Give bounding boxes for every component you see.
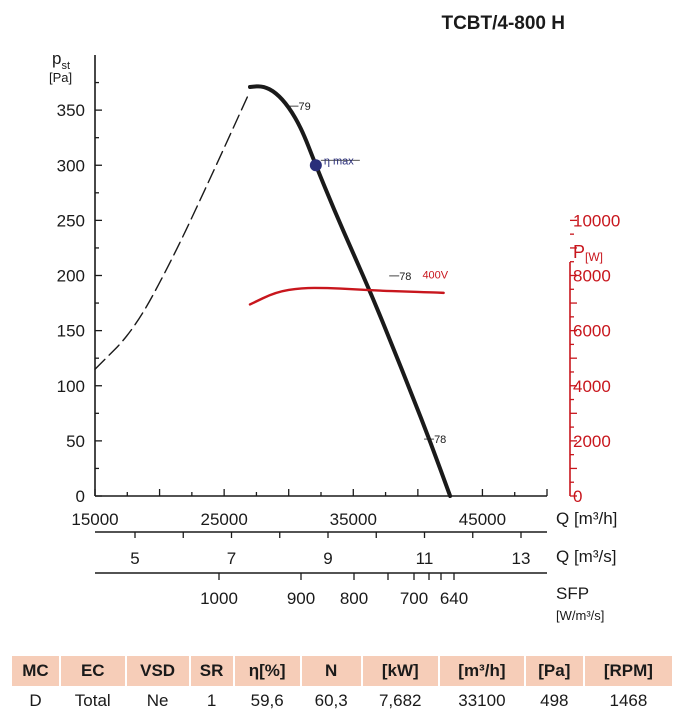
- left-axis-unit: [Pa]: [49, 70, 72, 85]
- x-axis-m3s-ticks: 5 7 9 11 13: [130, 532, 530, 568]
- x-axis-sfp-tick-label: 700: [400, 589, 428, 608]
- left-axis-label: p: [52, 49, 61, 68]
- right-axis-tick-label: 10000: [573, 211, 620, 230]
- spec-table-cell: 60,3: [314, 691, 348, 710]
- spec-table-header: η[%]: [234, 656, 300, 686]
- left-axis-ticks: 0 50 100 150 200 250 300 350: [57, 81, 102, 506]
- spec-table-header: [kW]: [362, 656, 438, 686]
- pressure-curve: [247, 84, 453, 498]
- x-axis-sfp-label: SFP: [556, 584, 589, 603]
- spec-table-header: N: [301, 656, 361, 686]
- left-axis-tick-label: 150: [57, 322, 85, 341]
- x-axis-sfp-tick-label: 900: [287, 589, 315, 608]
- spec-table-container: MC EC VSD SR η[%] N [kW] [m³/h] [Pa] [RPM] D Total…: [10, 656, 674, 716]
- left-axis-tick-label: 100: [57, 377, 85, 396]
- left-axis-tick-label: 250: [57, 211, 85, 230]
- spec-table-cell: 59,6: [250, 691, 284, 710]
- spec-table-value-row: D Total Ne 1 59,6 60,3 7,682 33100 498 1468: [12, 686, 672, 716]
- spec-table-cell: 1: [206, 691, 217, 710]
- spec-table-header: MC: [12, 656, 59, 686]
- spec-table-cell: D: [29, 691, 42, 710]
- eta-max-marker: [309, 159, 322, 172]
- spec-table-header: EC: [60, 656, 125, 686]
- spec-table-cell: Ne: [146, 691, 169, 710]
- x-axis-m3s-tick-label: 11: [416, 549, 434, 568]
- x-axis-m3s-tick-label: 13: [512, 549, 531, 568]
- x-axis-m3s-tick-label: 9: [323, 549, 332, 568]
- fan-performance-chart: TCBT/4-800 H pst [Pa] P[W] 0501001502002…: [49, 13, 620, 623]
- power-curve-label: 400V: [422, 269, 448, 281]
- x-axis-m3h-tick-label: 15000: [71, 510, 118, 529]
- efficiency-label: 78: [399, 271, 411, 283]
- x-axis-m3s-label: Q [m³/s]: [556, 547, 616, 566]
- x-axis-m3s-tick-label: 7: [227, 549, 236, 568]
- right-axis-tick-label: 4000: [573, 377, 611, 396]
- spec-table-header: [m³/h]: [439, 656, 524, 686]
- spec-table-header: [Pa]: [525, 656, 583, 686]
- x-axis-m3s-tick-label: 5: [130, 549, 139, 568]
- right-axis-tick-label: 8000: [573, 267, 611, 286]
- spec-table-cell: 498: [540, 691, 569, 710]
- curves: η max: [94, 84, 453, 498]
- spec-table-header: SR: [190, 656, 233, 686]
- spec-table-cell: 7,682: [378, 691, 422, 710]
- efficiency-label: 78: [434, 434, 446, 446]
- x-axis-m3h-label: Q [m³/h]: [556, 509, 617, 528]
- left-axis-tick-label: 0: [76, 487, 85, 506]
- chart-title: TCBT/4-800 H: [441, 13, 565, 34]
- right-axis-label: P: [573, 242, 585, 262]
- right-axis-unit: [W]: [585, 250, 603, 264]
- spec-table: MC EC VSD SR η[%] N [kW] [m³/h] [Pa] [RPM] D Total…: [10, 656, 674, 716]
- spec-table-header-row: MC EC VSD SR η[%] N [kW] [m³/h] [Pa] [RPM]: [12, 656, 672, 686]
- efficiency-label: 79: [298, 101, 310, 113]
- left-axis-tick-label: 300: [57, 156, 85, 175]
- left-axis-tick-label: 200: [57, 267, 85, 286]
- x-axis-m3h-tick-label: 45000: [459, 510, 506, 529]
- x-axis-sfp-tick-label: 800: [340, 589, 368, 608]
- left-axis-title: pst: [52, 49, 70, 72]
- right-axis-tick-label: 2000: [573, 432, 611, 451]
- right-axis-tick-label: 0: [573, 487, 582, 506]
- right-axis-title: P[W]: [573, 242, 603, 264]
- x-axis-sfp-ticks: 1000 900 800 700 640: [200, 573, 468, 608]
- x-axis-m3h-tick-label: 25000: [201, 510, 248, 529]
- curve-annotations: 79 78 78 400V: [288, 101, 449, 446]
- left-axis-subscript: st: [61, 60, 70, 72]
- right-axis-ticks: 0 2000 4000 6000 8000 10000: [570, 211, 620, 506]
- x-axis-sfp-unit: [W/m³/s]: [556, 608, 604, 623]
- x-axis-m3h-tick-label: 35000: [330, 510, 377, 529]
- spec-table-header: VSD: [126, 656, 189, 686]
- right-axis-tick-label: 6000: [573, 322, 611, 341]
- spec-table-cell: Total: [74, 691, 111, 710]
- unstable-curve: [94, 96, 249, 370]
- eta-max-label: η max: [324, 155, 354, 167]
- spec-table-header: [RPM]: [584, 656, 672, 686]
- power-curve: [248, 286, 445, 306]
- axes: [94, 55, 571, 574]
- x-axis-m3h-ticks: 15000 25000 35000 45000: [71, 489, 548, 529]
- x-axis-sfp-tick-label: 640: [440, 589, 468, 608]
- spec-table-cell: 1468: [609, 691, 648, 710]
- left-axis-tick-label: 350: [57, 101, 85, 120]
- spec-table-cell: 33100: [458, 691, 506, 710]
- x-axis-sfp-tick-label: 1000: [200, 589, 238, 608]
- left-axis-tick-label: 50: [66, 432, 85, 451]
